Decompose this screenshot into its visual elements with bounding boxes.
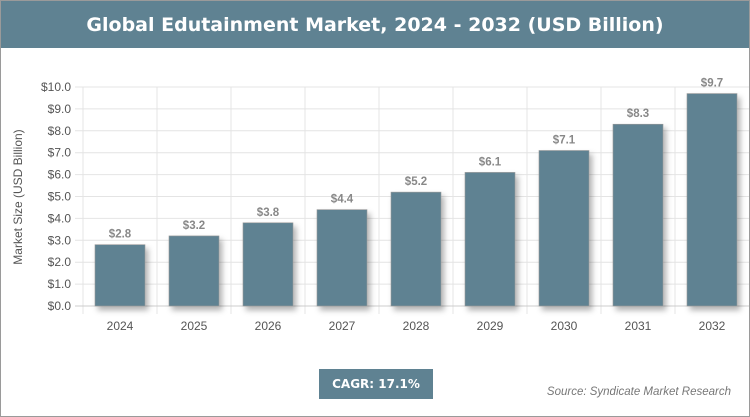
- x-tick-label: 2026: [255, 319, 282, 333]
- y-tick-label: $1.0: [48, 277, 72, 291]
- x-tick-label: 2028: [403, 319, 430, 333]
- y-tick-label: $7.0: [48, 146, 72, 160]
- x-tick-label: 2031: [625, 319, 652, 333]
- bar-2026: [242, 222, 294, 307]
- x-tick-label: 2025: [181, 319, 208, 333]
- y-tick-label: $6.0: [48, 168, 72, 182]
- data-label: $9.7: [701, 78, 723, 90]
- bar-2032: [686, 93, 738, 307]
- data-label: $7.1: [553, 135, 576, 147]
- y-tick-label: $2.0: [48, 255, 72, 269]
- data-label: $8.3: [627, 108, 649, 120]
- y-tick-label: $0.0: [48, 299, 72, 313]
- data-label: $3.8: [257, 207, 280, 219]
- y-tick-label: $10.0: [41, 80, 71, 94]
- y-axis-title: Market Size (USD Billion): [11, 129, 25, 264]
- bar-2030: [538, 150, 590, 307]
- x-tick-label: 2027: [329, 319, 356, 333]
- data-label: $4.4: [331, 194, 354, 206]
- x-tick-label: 2029: [477, 319, 504, 333]
- y-tick-label: $4.0: [48, 211, 72, 225]
- y-tick-label: $9.0: [48, 102, 72, 116]
- y-tick-label: $5.0: [48, 190, 72, 204]
- bar-2029: [464, 172, 516, 307]
- bar-2027: [316, 209, 368, 307]
- y-tick-label: $8.0: [48, 124, 72, 138]
- source-note: Source: Syndicate Market Research: [546, 386, 731, 398]
- chart-title: Global Edutainment Market, 2024 - 2032 (…: [1, 1, 749, 48]
- x-tick-label: 2024: [107, 319, 134, 333]
- data-label: $2.8: [109, 229, 132, 241]
- data-label: $3.2: [183, 220, 205, 232]
- data-label: $6.1: [479, 156, 502, 168]
- bar-2024: [94, 244, 146, 307]
- x-tick-label: 2032: [699, 319, 726, 333]
- bar-2025: [168, 235, 220, 307]
- data-label: $5.2: [405, 176, 427, 188]
- bar-2028: [390, 191, 442, 307]
- x-tick-label: 2030: [551, 319, 578, 333]
- y-tick-label: $3.0: [48, 233, 72, 247]
- bar-2031: [612, 123, 664, 307]
- cagr-badge: CAGR: 17.1%: [319, 369, 433, 399]
